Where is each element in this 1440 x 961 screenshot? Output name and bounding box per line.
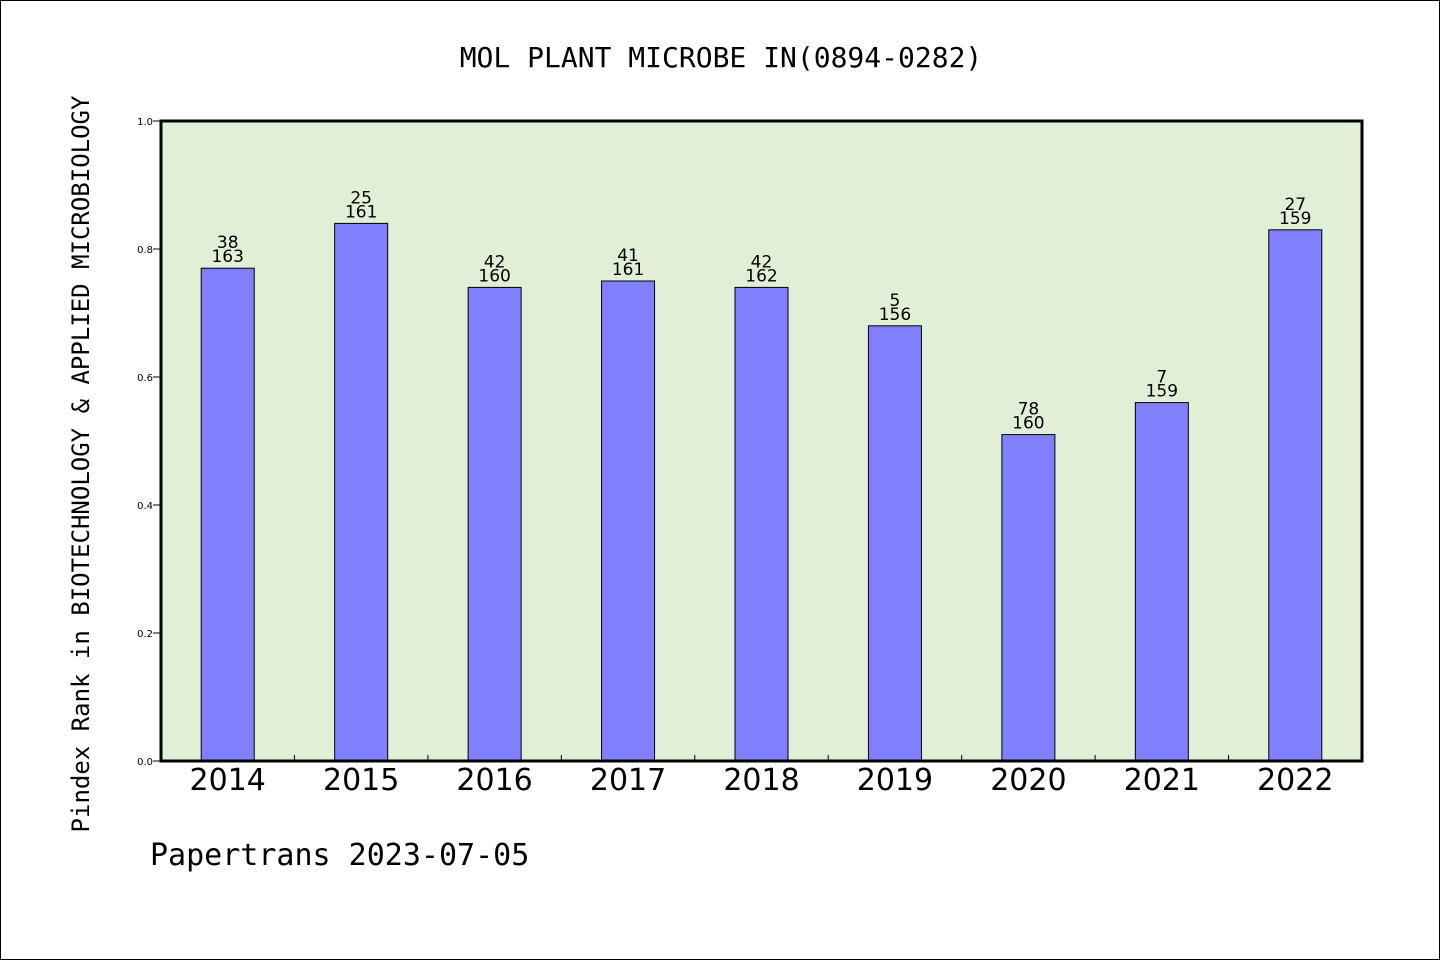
bar-2014 <box>200 267 255 762</box>
bar-total-label: 159 <box>1146 382 1178 402</box>
y-tick-label: 0.0 <box>137 757 153 768</box>
y-tick-label: 0.6 <box>137 373 153 384</box>
bar-rank-label: 41 <box>617 246 639 266</box>
y-axis-label: Pindex Rank in BIOTECHNOLOGY & APPLIED M… <box>67 95 95 832</box>
x-tick-label: 2016 <box>456 763 532 798</box>
bar-total-label: 161 <box>612 260 644 280</box>
y-tick-label: 0.4 <box>137 501 153 512</box>
x-tick-label: 2019 <box>857 763 933 798</box>
bar-rank-label: 78 <box>1018 400 1040 420</box>
bar-total-label: 156 <box>879 305 911 325</box>
y-tick-label: 0.8 <box>137 245 153 256</box>
x-tick-label: 2020 <box>990 763 1066 798</box>
chart-title: MOL PLANT MICROBE IN(0894-0282) <box>460 41 983 74</box>
plot-border <box>159 119 1364 763</box>
bar-total-label: 159 <box>1279 209 1311 229</box>
bar-2022 <box>1268 229 1323 762</box>
y-tick-label: 1.0 <box>137 117 153 128</box>
bar-2016 <box>467 286 522 762</box>
y-axis-ticks: 0.0 0.2 0.4 0.6 0.8 1.0 <box>137 117 161 768</box>
bar-total-label: 160 <box>478 266 510 286</box>
footer-text: Papertrans 2023-07-05 <box>150 838 529 873</box>
bar-total-label: 162 <box>745 266 777 286</box>
bar-2017 <box>601 280 656 762</box>
x-tick-label: 2017 <box>590 763 666 798</box>
bar-total-label: 161 <box>345 202 377 222</box>
x-tick-label: 2018 <box>723 763 799 798</box>
bar-2020 <box>1001 434 1056 762</box>
y-tick-label: 0.2 <box>137 629 153 640</box>
bar-2019 <box>867 325 922 762</box>
bar-total-label: 160 <box>1012 414 1044 434</box>
bar-2018 <box>734 286 789 762</box>
x-tick-label: 2015 <box>323 763 399 798</box>
x-tick-label: 2022 <box>1257 763 1333 798</box>
bar-rank-label: 7 <box>1156 368 1167 388</box>
bar-2021 <box>1134 402 1189 762</box>
bar-rank-label: 5 <box>890 291 901 311</box>
x-tick-label: 2014 <box>190 763 266 798</box>
bar-rank-label: 38 <box>217 233 239 253</box>
x-axis-ticks: 2014 2015 2016 2017 2018 2019 2020 2021 2022 <box>190 755 1333 798</box>
bar-rank-label: 25 <box>350 188 372 208</box>
bar-rank-label: 42 <box>484 252 506 272</box>
x-tick-label: 2021 <box>1124 763 1200 798</box>
bar-rank-label: 27 <box>1284 195 1306 215</box>
bar-2015 <box>334 222 389 762</box>
bar-rank-label: 42 <box>751 252 773 272</box>
bar-total-label: 163 <box>211 247 243 267</box>
